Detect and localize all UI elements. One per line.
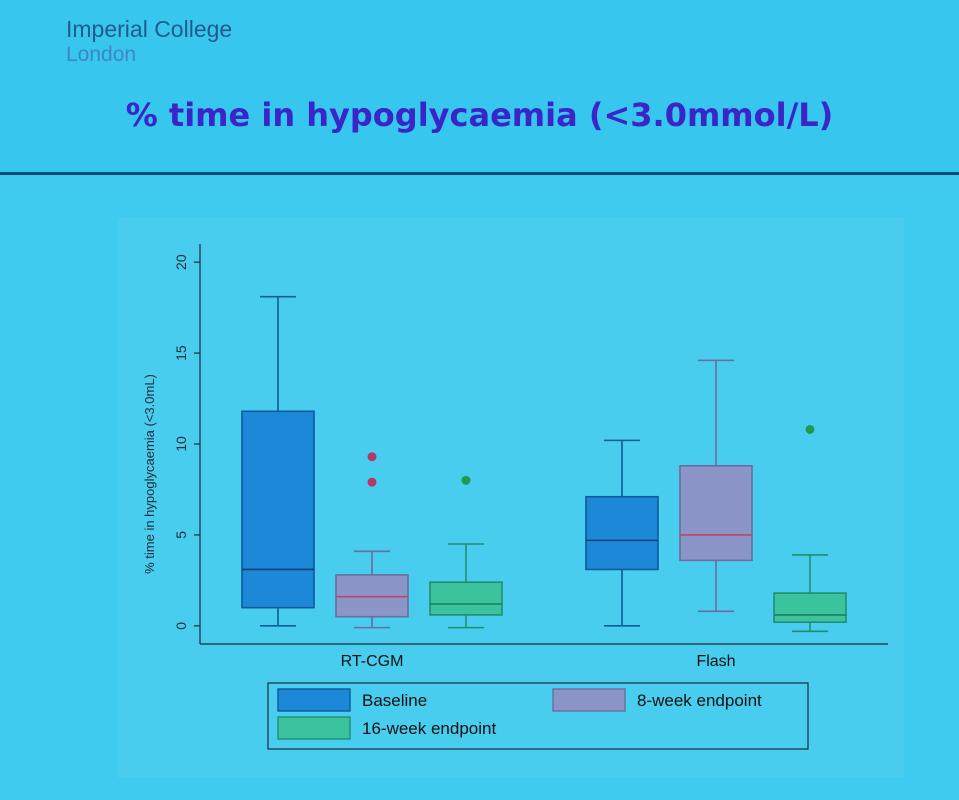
box-iqr: [335, 574, 409, 618]
box-series: [241, 295, 847, 633]
legend-swatch: [552, 688, 626, 712]
legend-label: 16-week endpoint: [362, 719, 496, 738]
slide-header: Imperial College London % time in hypogl…: [0, 0, 959, 175]
legend-swatch: [277, 716, 351, 740]
legend: Baseline 8-week endpoint 16-week endpoint: [267, 682, 809, 750]
legend-frame: [267, 682, 809, 750]
box-plot-chart: 0 5 10 15 20 RT-CGM Flash % time in hypoglyca…: [142, 244, 888, 750]
y-tick-label: 5: [173, 531, 189, 539]
slide-title: % time in hypoglycaemia (<3.0mmol/L): [125, 96, 834, 134]
y-tick-label: 0: [173, 622, 189, 630]
box-iqr: [429, 581, 503, 616]
y-tick-label: 15: [173, 345, 189, 361]
box-iqr: [679, 465, 753, 562]
x-category-label: RT-CGM: [341, 653, 404, 670]
box-iqr: [585, 495, 659, 571]
x-axis: RT-CGM Flash: [200, 643, 888, 670]
y-axis: 0 5 10 15 20: [173, 244, 201, 644]
legend-label: Baseline: [362, 691, 427, 710]
outlier-point: [805, 424, 815, 434]
x-category-label: Flash: [696, 653, 735, 670]
legend-label: 8-week endpoint: [637, 691, 762, 710]
logo-text-line2: London: [66, 43, 137, 66]
outlier-point: [367, 477, 377, 487]
box-iqr: [773, 592, 847, 623]
y-tick-label: 20: [173, 254, 189, 270]
legend-swatch: [277, 688, 351, 712]
y-tick-label: 10: [173, 436, 189, 452]
outlier-point: [367, 452, 377, 462]
outlier-point: [461, 475, 471, 485]
chart-panel: 0 5 10 15 20 RT-CGM Flash % time in hypoglyca…: [118, 218, 904, 778]
box-iqr: [241, 410, 315, 609]
y-axis-title: % time in hypoglycaemia (<3.0mL): [142, 374, 157, 574]
logo-text-line1: Imperial College: [66, 16, 233, 42]
